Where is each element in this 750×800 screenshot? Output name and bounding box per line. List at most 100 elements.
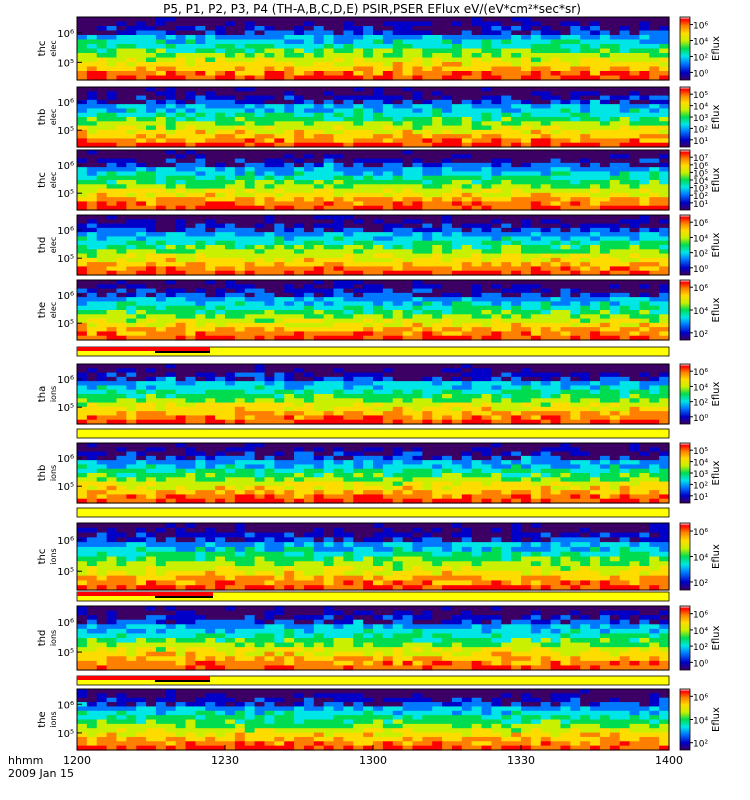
spectrogram-cell xyxy=(274,162,285,168)
spectrogram-cell xyxy=(619,394,631,399)
spectrogram-cell xyxy=(639,389,650,395)
spectrogram-cell xyxy=(629,108,640,114)
spectrogram-cell xyxy=(284,62,295,68)
spectrogram-cell xyxy=(392,39,404,45)
spectrogram-cell xyxy=(521,310,532,315)
spectrogram-cell xyxy=(205,17,216,23)
spectrogram-cell xyxy=(481,314,492,320)
spectrogram-cell xyxy=(580,331,591,337)
spectrogram-cell xyxy=(234,158,246,164)
spectrogram-cell xyxy=(649,134,660,140)
spectrogram-cell xyxy=(560,249,571,255)
spectrogram-cell xyxy=(96,394,108,399)
spectrogram-cell xyxy=(96,376,108,382)
spectrogram-cell xyxy=(126,180,137,185)
spectrogram-cell xyxy=(491,129,502,135)
spectrogram-cell xyxy=(313,129,325,135)
spectrogram-cell xyxy=(185,26,196,32)
spectrogram-cell xyxy=(412,215,423,220)
spectrogram-cell xyxy=(422,112,433,118)
spectrogram-cell xyxy=(412,57,423,63)
spectrogram-cell xyxy=(363,17,374,23)
spectrogram-cell xyxy=(412,171,423,177)
spectrogram-cell xyxy=(442,262,453,268)
spectrogram-cell xyxy=(619,236,631,242)
spectrogram-cell xyxy=(619,197,631,203)
spectrogram-cell xyxy=(609,134,621,140)
spectrogram-cell xyxy=(363,26,374,32)
spectrogram-cell xyxy=(422,240,433,246)
spectrogram-cell xyxy=(274,180,285,185)
spectrogram-cell xyxy=(215,280,226,285)
spectrogram-cell xyxy=(116,17,127,23)
spectrogram-cell xyxy=(136,331,147,337)
spectrogram-cell xyxy=(155,385,167,391)
spectrogram-cell xyxy=(303,117,315,122)
spectrogram-cell xyxy=(146,219,157,225)
spectrogram-cell xyxy=(185,398,196,404)
spectrogram-cell xyxy=(116,30,127,36)
spectrogram-cell xyxy=(106,21,118,27)
spectrogram-cell xyxy=(639,154,650,160)
spectrogram-cell xyxy=(442,292,453,298)
spectrogram-cell xyxy=(659,205,670,211)
spectrogram-cell xyxy=(313,240,325,246)
spectrogram-cell xyxy=(175,87,187,92)
spectrogram-cell xyxy=(165,318,177,324)
spectrogram-cell xyxy=(323,48,335,54)
spectrogram-cell xyxy=(639,17,650,23)
spectrogram-cell xyxy=(343,21,354,27)
spectrogram-cell xyxy=(491,301,502,307)
spectrogram-cell xyxy=(96,192,108,198)
spectrogram-cell xyxy=(422,257,433,263)
spectrogram-cell xyxy=(599,108,611,114)
spectrogram-cell xyxy=(175,57,187,63)
spectrogram-cell xyxy=(225,158,236,164)
spectrogram-cell xyxy=(511,175,522,181)
spectrogram-cell xyxy=(649,389,660,395)
spectrogram-cell xyxy=(116,292,127,298)
spectrogram-cell xyxy=(412,87,423,92)
spectrogram-cell xyxy=(373,129,384,135)
spectrogram-cell xyxy=(96,150,108,155)
spectrogram-cell xyxy=(501,188,512,194)
spectrogram-cell xyxy=(402,158,414,164)
spectrogram-cell xyxy=(126,406,137,412)
spectrogram-cell xyxy=(442,197,453,203)
spectrogram-cell xyxy=(106,30,118,36)
spectrogram-cell xyxy=(590,331,601,337)
spectrogram-cell xyxy=(274,167,285,173)
spectrogram-cell xyxy=(629,310,640,315)
spectrogram-cell xyxy=(294,167,305,173)
spectrogram-cell xyxy=(205,53,216,59)
spectrogram-cell xyxy=(234,129,246,135)
spectrogram-cell xyxy=(570,232,581,238)
spectrogram-cell xyxy=(659,75,670,81)
spectrogram-cell xyxy=(639,381,650,387)
spectrogram-cell xyxy=(639,87,650,92)
spectrogram-cell xyxy=(570,150,581,155)
spectrogram-cell xyxy=(323,223,335,229)
spectrogram-cell xyxy=(77,245,88,250)
spectrogram-cell xyxy=(629,99,640,105)
spectrogram-cell xyxy=(333,62,344,68)
spectrogram-cell xyxy=(205,236,216,242)
spectrogram-cell xyxy=(323,310,335,315)
spectrogram-cell xyxy=(471,305,483,311)
spectrogram-cell xyxy=(323,305,335,311)
spectrogram-cell xyxy=(215,121,226,127)
spectrogram-cell xyxy=(373,327,384,333)
spectrogram-cell xyxy=(333,154,344,160)
spectrogram-cell xyxy=(619,327,631,333)
spectrogram-cell xyxy=(96,112,108,118)
spectrogram-cell xyxy=(126,121,137,127)
spectrogram-cell xyxy=(619,48,631,54)
spectrogram-cell xyxy=(303,87,315,92)
spectrogram-cell xyxy=(274,364,285,369)
spectrogram-cell xyxy=(274,171,285,177)
spectrogram-cell xyxy=(392,30,404,36)
spectrogram-cell xyxy=(481,301,492,307)
spectrogram-cell xyxy=(511,158,522,164)
spectrogram-cell xyxy=(106,253,118,259)
spectrogram-cell xyxy=(481,99,492,105)
